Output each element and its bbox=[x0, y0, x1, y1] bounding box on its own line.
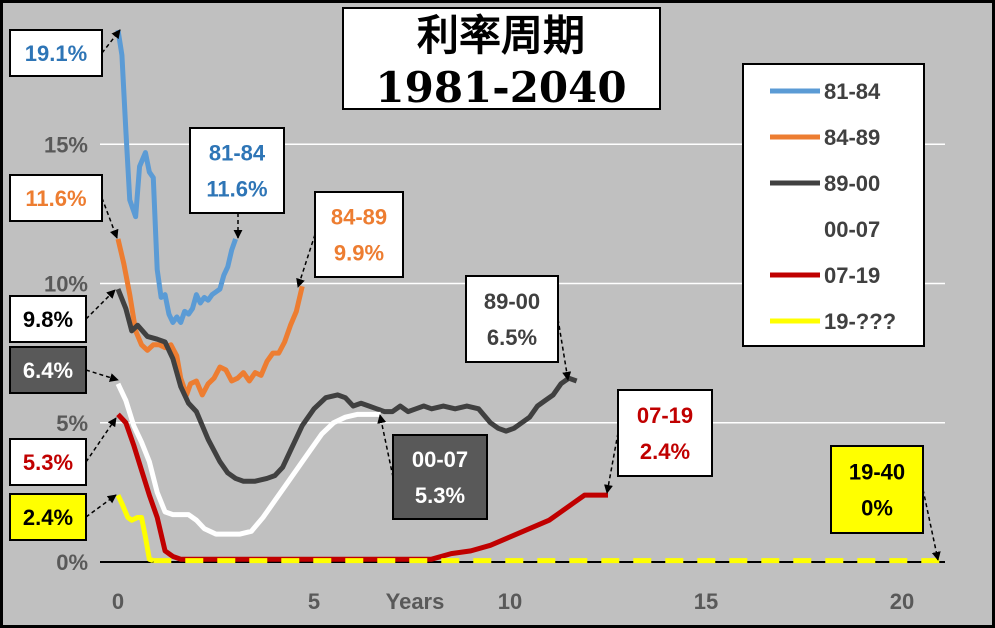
annotation-callout: 6.4% bbox=[9, 346, 119, 394]
series-line-19-??? bbox=[115, 494, 155, 563]
chart-title: 利率周期 bbox=[417, 11, 585, 60]
annotation-text: 6.5% bbox=[487, 325, 537, 350]
annotation-box bbox=[830, 445, 924, 534]
annotation-text: 81-84 bbox=[209, 141, 266, 166]
x-axis-label: Years bbox=[386, 589, 445, 614]
legend-label: 00-07 bbox=[824, 217, 880, 242]
y-tick-label: 10% bbox=[44, 272, 88, 297]
series-line-07-19 bbox=[116, 412, 608, 562]
annotation-text: 19-40 bbox=[849, 460, 905, 485]
chart-title-box: 利率周期 1981-2040 bbox=[342, 7, 661, 112]
annotation-text: 2.4% bbox=[640, 439, 690, 464]
annotation-callout: 2.4% bbox=[9, 493, 117, 541]
x-tick-label: 0 bbox=[112, 589, 124, 614]
annotation-text: 2.4% bbox=[23, 505, 73, 530]
annotation-callout: 07-19 2.4% bbox=[604, 389, 713, 494]
annotation-callout: 19.1% bbox=[9, 29, 121, 77]
annotation-text: 0% bbox=[861, 496, 893, 521]
annotation-box bbox=[314, 191, 404, 278]
series-line-84-89 bbox=[115, 238, 305, 398]
annotation-box bbox=[617, 389, 713, 477]
legend-label: 19-??? bbox=[824, 309, 896, 334]
annotation-arrow bbox=[101, 29, 121, 54]
x-tick-label: 10 bbox=[498, 589, 522, 614]
annotation-box bbox=[9, 295, 87, 343]
annotation-text: 5.3% bbox=[415, 483, 465, 508]
legend: 81-84 84-89 89-00 00-07 07-19 19-??? bbox=[742, 63, 925, 347]
annotation-arrow bbox=[85, 369, 119, 382]
annotation-arrow bbox=[604, 432, 619, 494]
annotation-callout: 9.8% bbox=[9, 289, 116, 343]
y-tick-label: 15% bbox=[44, 132, 88, 157]
series-line-89-00 bbox=[115, 288, 578, 484]
annotations: 19.1% 11.6% 9.8% 6.4% 5.3% 2.4% 81-84 11.6% 84-8… bbox=[9, 29, 941, 561]
x-tick-label: 20 bbox=[890, 589, 914, 614]
y-tick-label: 5% bbox=[56, 411, 88, 436]
annotation-text: 11.6% bbox=[25, 186, 86, 211]
legend-label: 89-00 bbox=[824, 171, 880, 196]
legend-label: 84-89 bbox=[824, 125, 880, 150]
series-line-00-07 bbox=[115, 382, 381, 537]
y-tick-label: 0% bbox=[56, 550, 88, 575]
annotation-arrow bbox=[557, 318, 572, 381]
annotation-box bbox=[9, 29, 103, 77]
annotation-text: 84-89 bbox=[331, 205, 387, 230]
annotation-arrow bbox=[922, 489, 941, 561]
annotation-arrow bbox=[377, 414, 394, 478]
annotation-callout: 84-89 9.9% bbox=[296, 191, 404, 288]
annotation-box bbox=[9, 438, 87, 486]
annotation-text: 6.4% bbox=[23, 358, 73, 383]
annotation-callout: 11.6% bbox=[9, 174, 119, 239]
x-tick-labels: 0 5 10 15 20 bbox=[112, 589, 914, 614]
annotation-box bbox=[189, 127, 285, 214]
annotation-text: 5.3% bbox=[23, 450, 73, 475]
annotation-box bbox=[9, 346, 87, 394]
annotation-arrow bbox=[85, 494, 117, 518]
annotation-callout: 19-40 0% bbox=[830, 445, 941, 561]
annotation-callout: 00-07 5.3% bbox=[377, 414, 488, 520]
annotation-text: 07-19 bbox=[637, 403, 693, 428]
legend-label: 81-84 bbox=[824, 79, 881, 104]
annotation-arrow bbox=[296, 234, 316, 288]
annotation-text: 00-07 bbox=[412, 447, 468, 472]
annotation-text: 19.1% bbox=[25, 41, 87, 66]
annotation-arrow bbox=[85, 289, 116, 320]
annotation-text: 89-00 bbox=[484, 289, 540, 314]
legend-label: 07-19 bbox=[824, 263, 880, 288]
y-tick-labels: 0% 5% 10% 15% bbox=[44, 132, 88, 575]
series-line-81-84 bbox=[115, 29, 238, 325]
x-tick-label: 15 bbox=[694, 589, 718, 614]
annotation-text: 11.6% bbox=[206, 177, 267, 202]
annotation-text: 9.8% bbox=[23, 307, 73, 332]
annotation-box bbox=[9, 174, 103, 222]
annotation-callout: 89-00 6.5% bbox=[465, 275, 572, 381]
chart-subtitle: 1981-2040 bbox=[375, 63, 626, 112]
annotation-callout: 81-84 11.6% bbox=[189, 127, 285, 239]
annotation-text: 9.9% bbox=[334, 241, 384, 266]
annotation-box bbox=[465, 275, 559, 363]
annotation-arrow bbox=[101, 197, 119, 239]
annotation-box bbox=[392, 434, 488, 520]
annotation-arrow bbox=[85, 417, 117, 463]
x-tick-label: 5 bbox=[308, 589, 320, 614]
series-lines bbox=[115, 29, 942, 564]
annotation-box bbox=[9, 493, 87, 541]
annotation-callout: 5.3% bbox=[9, 417, 117, 486]
